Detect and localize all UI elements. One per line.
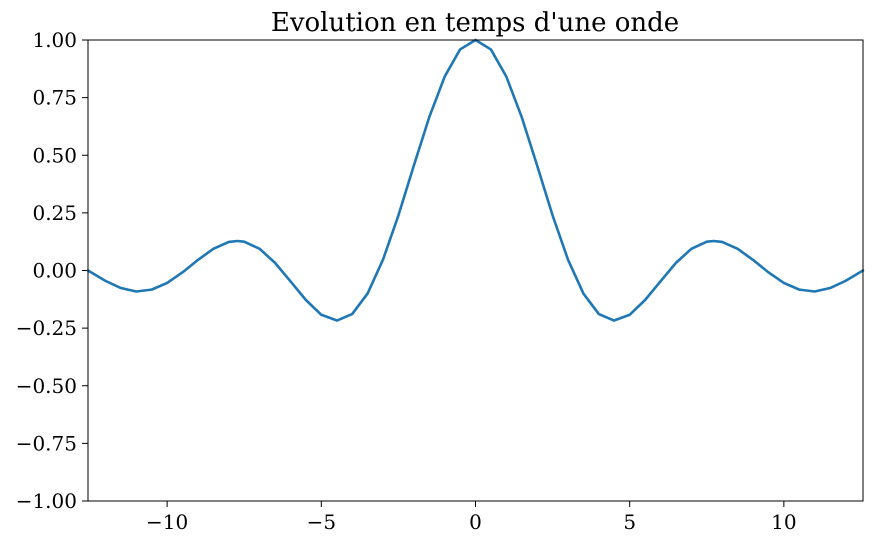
axes-frame: [87, 39, 864, 502]
x-tick-label: 10: [771, 510, 796, 534]
y-tick-label: 0.75: [32, 86, 77, 110]
y-tick-label: 0.50: [32, 143, 77, 167]
plot-area: −10 −5 0 5 10 1.00 0.75 0.50 0.25 0.00 −0.25 −0.50 −…: [16, 28, 865, 534]
series-line: [86, 38, 865, 322]
chart-title: Evolution en temps d'une onde: [271, 8, 679, 38]
y-tick-label: −0.75: [16, 431, 77, 455]
x-tick-label: 0: [469, 510, 482, 534]
y-tick-label: −0.50: [16, 374, 77, 398]
y-tick-label: −1.00: [16, 489, 77, 513]
y-tick-label: 1.00: [32, 28, 77, 52]
x-tick-label: −5: [307, 510, 336, 534]
y-tick-label: 0.00: [32, 259, 77, 283]
x-tick-label: −10: [146, 510, 188, 534]
y-tick-label: −0.25: [16, 316, 77, 340]
y-tick-label: 0.25: [32, 201, 77, 225]
x-tick-label: 5: [623, 510, 636, 534]
